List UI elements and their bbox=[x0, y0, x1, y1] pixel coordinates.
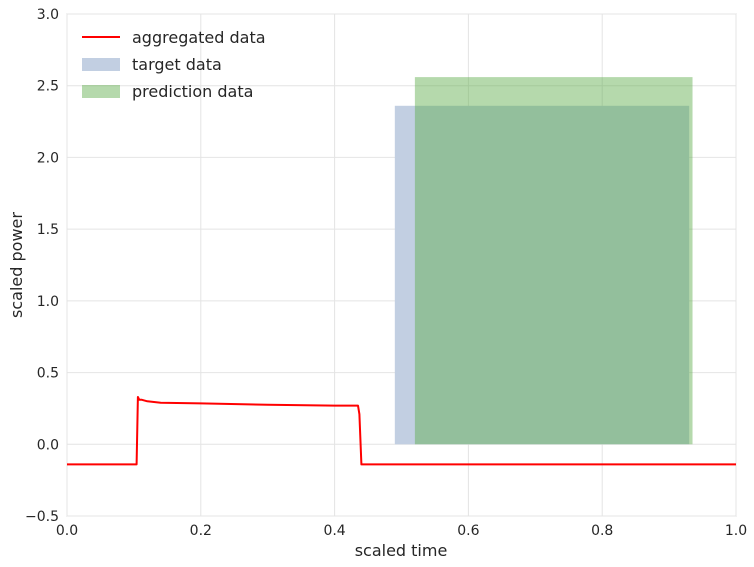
span-prediction-data bbox=[414, 77, 693, 445]
x-tick-label: 0.4 bbox=[323, 523, 345, 539]
x-tick-label: 0.6 bbox=[457, 523, 479, 539]
y-tick-label: 2.0 bbox=[37, 150, 59, 166]
legend-label-aggregated-data: aggregated data bbox=[132, 28, 266, 47]
legend-label-prediction-data: prediction data bbox=[132, 82, 253, 101]
y-axis-label: scaled power bbox=[7, 212, 26, 318]
legend-swatch-target-data bbox=[82, 58, 120, 71]
legend-swatch-prediction-data bbox=[82, 85, 120, 98]
y-tick-label: 1.0 bbox=[37, 294, 59, 310]
legend-label-target-data: target data bbox=[132, 55, 222, 74]
y-tick-label: 0.0 bbox=[37, 437, 59, 453]
y-tick-label: 2.5 bbox=[37, 79, 59, 95]
line-aggregated-data bbox=[67, 396, 736, 466]
x-tick-labels: 0.0 0.2 0.4 0.6 0.8 1.0 bbox=[56, 523, 747, 539]
legend: aggregated data target data prediction d… bbox=[82, 28, 266, 101]
y-tick-label: 0.5 bbox=[37, 366, 59, 382]
data-lines bbox=[67, 396, 736, 466]
x-tick-label: 0.0 bbox=[56, 523, 78, 539]
span-target-data bbox=[394, 105, 690, 445]
y-tick-label: −0.5 bbox=[25, 509, 59, 525]
x-tick-label: 1.0 bbox=[725, 523, 747, 539]
x-tick-label: 0.8 bbox=[591, 523, 613, 539]
y-tick-label: 1.5 bbox=[37, 222, 59, 238]
x-axis-label: scaled time bbox=[355, 541, 448, 560]
y-tick-labels: −0.5 0.0 0.5 1.0 1.5 2.0 2.5 3.0 bbox=[25, 7, 59, 525]
data-spans bbox=[394, 77, 693, 445]
y-tick-label: 3.0 bbox=[37, 7, 59, 23]
x-tick-label: 0.2 bbox=[190, 523, 212, 539]
